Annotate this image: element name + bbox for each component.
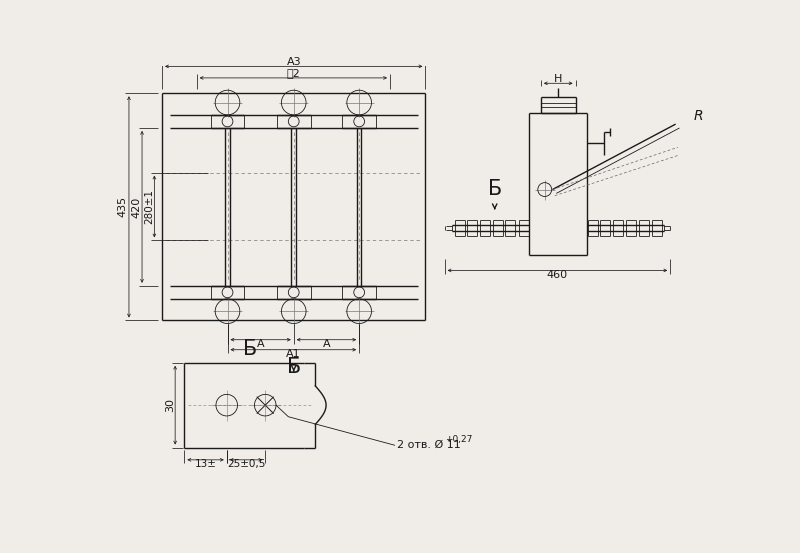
Text: 30: 30 [165,398,174,412]
Text: 2 отв. Ø 11: 2 отв. Ø 11 [397,440,461,450]
Text: 435: 435 [118,196,128,217]
Text: А: А [257,340,265,349]
Text: А1: А1 [286,349,301,359]
Text: 280±1: 280±1 [144,189,154,224]
Text: 13±: 13± [194,460,217,469]
Text: 420: 420 [132,196,142,217]
Text: Н: Н [554,74,562,84]
Text: Б: Б [286,357,301,377]
Text: 460: 460 [547,270,568,280]
Text: Б: Б [487,179,502,199]
Text: +0,27: +0,27 [445,435,472,444]
Text: 25±0,5: 25±0,5 [227,460,265,469]
Text: А: А [322,340,330,349]
Text: 䄐2: 䄐2 [286,68,300,79]
Text: R: R [694,109,703,123]
Text: А3: А3 [286,57,301,67]
Text: Б: Б [242,339,257,359]
